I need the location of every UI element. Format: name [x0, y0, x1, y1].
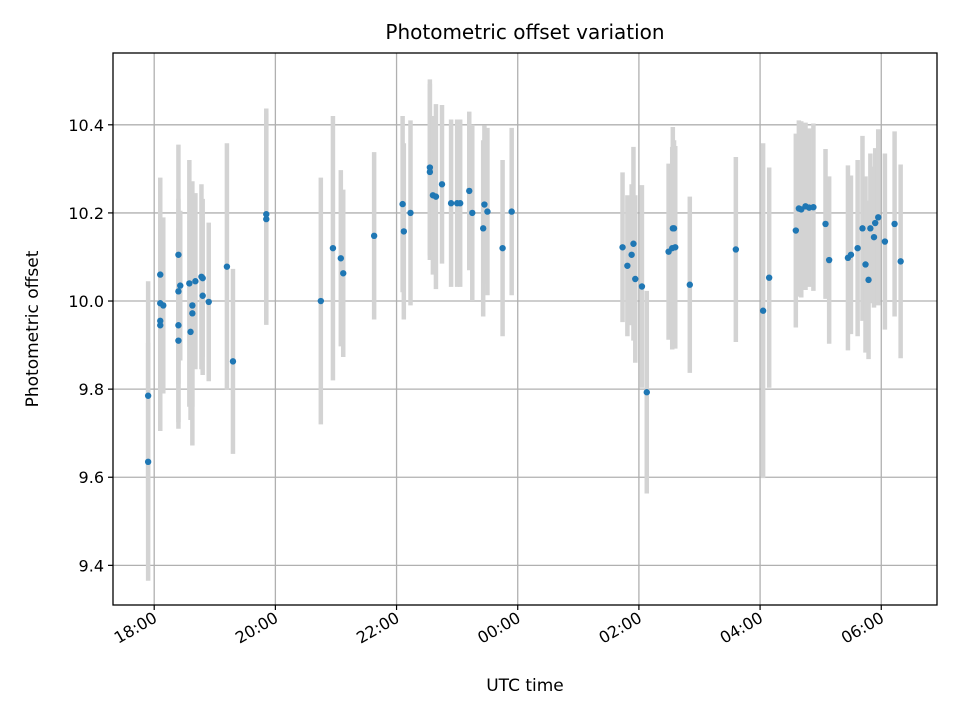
data-point	[825, 256, 833, 264]
data-point	[175, 288, 182, 295]
y-axis-label: Photometric offset	[23, 250, 43, 407]
data-point	[407, 209, 414, 217]
data-point	[329, 244, 337, 252]
data-point	[199, 274, 206, 282]
data-point	[810, 203, 817, 211]
data-point	[187, 328, 194, 336]
data-point	[854, 244, 861, 252]
data-point	[192, 278, 199, 285]
y-tick-label: 9.4	[79, 556, 104, 575]
data-point	[199, 292, 206, 299]
data-point	[426, 164, 434, 171]
data-point	[479, 225, 487, 232]
data-point	[144, 392, 152, 399]
data-point	[499, 244, 506, 252]
data-point	[223, 263, 231, 270]
data-point	[263, 211, 270, 218]
data-point	[508, 208, 515, 215]
data-point	[881, 238, 889, 245]
data-point	[189, 310, 196, 317]
data-point	[175, 322, 182, 329]
data-point	[466, 187, 473, 195]
data-point	[732, 246, 740, 253]
data-point	[340, 270, 347, 277]
data-point	[426, 168, 434, 176]
data-point	[643, 389, 650, 396]
data-point	[759, 307, 767, 314]
data-point	[867, 225, 874, 232]
data-point	[317, 297, 325, 305]
data-point	[432, 193, 440, 200]
grid-lines	[113, 53, 937, 605]
data-point	[400, 228, 408, 235]
data-point	[263, 215, 270, 223]
chart-title: Photometric offset variation	[385, 20, 664, 44]
data-point	[859, 225, 866, 232]
data-point	[638, 283, 646, 290]
data-point	[229, 358, 237, 365]
data-point	[632, 275, 639, 283]
axes-frame	[112, 52, 938, 606]
data-point	[792, 227, 800, 234]
data-point	[875, 214, 882, 221]
y-tick-label: 9.8	[79, 380, 104, 399]
data-point	[469, 209, 476, 217]
data-point	[891, 220, 898, 228]
data-point	[481, 201, 488, 208]
data-point	[157, 317, 164, 325]
data-point	[175, 337, 182, 344]
data-point	[456, 200, 464, 207]
y-tick-label: 10.4	[68, 116, 104, 135]
data-point	[872, 219, 879, 227]
data-point	[765, 274, 773, 281]
data-point	[175, 251, 182, 258]
data-point	[672, 244, 679, 251]
data-point	[862, 261, 869, 268]
data-point	[619, 244, 626, 251]
data-point	[177, 282, 184, 289]
data-point	[686, 281, 693, 288]
data-point	[160, 302, 167, 309]
data-point	[484, 208, 491, 215]
data-point	[157, 322, 164, 329]
data-point	[822, 220, 829, 228]
data-point	[399, 200, 406, 208]
data-point	[897, 258, 904, 265]
y-tick-label: 9.6	[79, 468, 104, 487]
data-points	[144, 164, 904, 466]
data-point	[670, 225, 678, 232]
data-point	[865, 276, 872, 284]
data-point	[205, 298, 212, 306]
data-point	[157, 271, 164, 278]
y-tick-label: 10.0	[68, 292, 104, 311]
data-point	[337, 255, 345, 262]
x-axis-label: UTC time	[486, 676, 564, 696]
data-point	[630, 240, 637, 247]
data-point	[186, 280, 193, 287]
data-point	[870, 233, 878, 241]
data-point	[144, 458, 152, 466]
y-tick-label: 10.2	[68, 204, 104, 223]
data-point	[438, 181, 446, 188]
data-point	[189, 302, 196, 309]
data-point	[624, 262, 631, 269]
data-point	[447, 200, 455, 207]
data-point	[370, 232, 378, 240]
data-point	[847, 251, 855, 258]
data-point	[628, 251, 635, 258]
